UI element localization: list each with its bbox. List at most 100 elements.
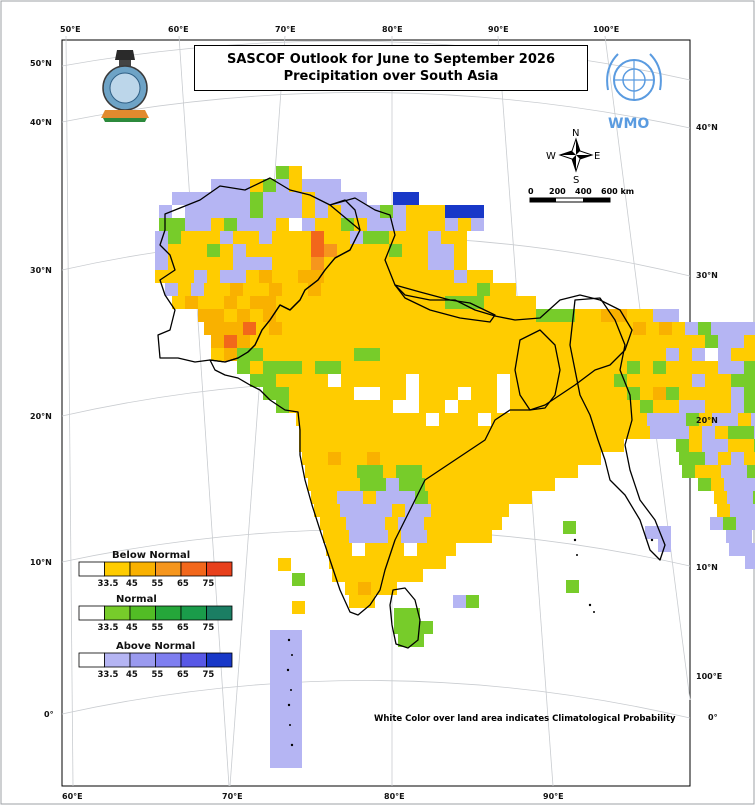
scale-label-200: 200 [549, 187, 566, 196]
grid-cell [520, 426, 533, 439]
grid-cell [367, 335, 380, 348]
legend-value: 55 [152, 670, 164, 680]
grid-cell [562, 309, 575, 322]
grid-cell [377, 426, 390, 439]
grid-cell [299, 439, 312, 452]
grid-cell [406, 205, 419, 218]
grid-cell [484, 374, 497, 387]
grid-cell [387, 413, 400, 426]
grid-cell [439, 413, 452, 426]
grid-cell [464, 283, 477, 296]
grid-cell [500, 465, 513, 478]
grid-cell [224, 192, 237, 205]
grid-cell [237, 218, 250, 231]
grid-cell [435, 465, 448, 478]
grid-cell [679, 374, 692, 387]
compass-n: N [572, 128, 579, 139]
grid-cell [362, 595, 375, 608]
grid-cell [345, 582, 358, 595]
grid-cell [185, 205, 198, 218]
grid-cell [510, 309, 523, 322]
grid-cell [207, 257, 220, 270]
grid-cell [415, 231, 428, 244]
grid-cell [588, 374, 601, 387]
legend-swatch [155, 605, 182, 621]
grid-cell [451, 322, 464, 335]
grid-cell [321, 322, 334, 335]
grid-cell [682, 465, 695, 478]
grid-cell [451, 478, 464, 491]
grid-cell [211, 218, 224, 231]
grid-cell [276, 192, 289, 205]
tick-top-80e: 80°E [382, 25, 403, 34]
grid-cell [211, 179, 224, 192]
grid-cell [361, 413, 374, 426]
grid-cell [335, 413, 348, 426]
grid-cell [311, 244, 324, 257]
grid-cell [458, 361, 471, 374]
grid-cell [259, 231, 272, 244]
grid-cell [328, 400, 341, 413]
grid-cell [367, 400, 380, 413]
grid-cell [549, 348, 562, 361]
grid-cell [233, 244, 246, 257]
grid-cell [341, 361, 354, 374]
grid-cell [308, 322, 321, 335]
grid-cell [679, 348, 692, 361]
grid-cell [653, 309, 666, 322]
grid-cell [718, 452, 731, 465]
grid-cell [572, 426, 585, 439]
grid-cell [354, 387, 367, 400]
grid-cell [443, 543, 456, 556]
grid-cell [454, 491, 467, 504]
grid-cell [322, 413, 335, 426]
grid-cell [582, 413, 595, 426]
grid-cell [718, 374, 731, 387]
grid-cell [441, 231, 454, 244]
grid-cell [302, 335, 315, 348]
grid-cell [155, 231, 168, 244]
legend-swatch [180, 605, 207, 621]
grid-cell [263, 205, 276, 218]
grid-cell [653, 387, 666, 400]
grid-cell [640, 348, 653, 361]
grid-cell [393, 361, 406, 374]
grid-cell [705, 348, 718, 361]
grid-cell [276, 374, 289, 387]
grid-cell [315, 309, 328, 322]
grid-cell [699, 413, 712, 426]
grid-cell [705, 387, 718, 400]
grid-cell [549, 309, 562, 322]
grid-cell [627, 335, 640, 348]
grid-cell [433, 556, 446, 569]
grid-cell [401, 530, 414, 543]
grid-cell [250, 179, 263, 192]
grid-cell [608, 413, 621, 426]
grid-cell [289, 387, 302, 400]
grid-cell [581, 322, 594, 335]
grid-cell [302, 400, 315, 413]
grid-cell [497, 374, 510, 387]
grid-cell [432, 309, 445, 322]
grid-cell [523, 452, 536, 465]
grid-cell [399, 478, 412, 491]
grid-cell [357, 465, 370, 478]
grid-cell [328, 361, 341, 374]
grid-cell [503, 322, 516, 335]
tick-right-20n: 20°N [696, 416, 718, 425]
grid-cell [715, 426, 728, 439]
grid-cell [394, 621, 407, 634]
grid-cell [506, 491, 519, 504]
legend-value: 45 [126, 579, 138, 589]
grid-cell [402, 257, 415, 270]
grid-cell [419, 361, 432, 374]
grid-cell [493, 491, 506, 504]
grid-cell [224, 335, 237, 348]
grid-cell [289, 179, 302, 192]
grid-cell [305, 465, 318, 478]
grid-cell [315, 374, 328, 387]
grid-cell [666, 335, 679, 348]
grid-cell [393, 348, 406, 361]
grid-cell [695, 465, 708, 478]
grid-cell [276, 205, 289, 218]
